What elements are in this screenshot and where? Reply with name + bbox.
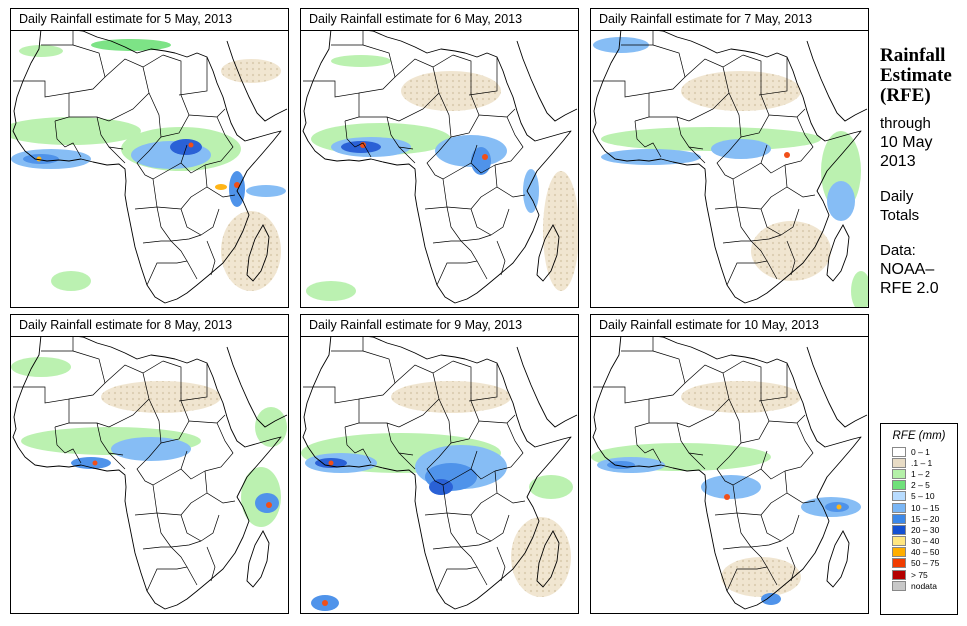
caption-through: through: [880, 115, 931, 132]
legend-swatch: [892, 468, 906, 479]
legend-label: 0 – 1: [911, 446, 930, 457]
legend-label: 1 – 2: [911, 468, 930, 479]
legend-item: 0 – 1: [892, 446, 957, 457]
legend-swatch: [892, 446, 906, 457]
legend-label: 10 – 15: [911, 502, 940, 513]
legend-swatch: [892, 536, 906, 547]
panel-title: Daily Rainfall estimate for 6 May, 2013: [300, 8, 579, 31]
legend-label: .1 – 1: [911, 457, 933, 468]
map-panel-may-7: Daily Rainfall estimate for 7 May, 2013: [590, 8, 869, 308]
legend-label: 5 – 10: [911, 491, 935, 502]
map-panel-may-8: Daily Rainfall estimate for 8 May, 2013: [10, 314, 289, 614]
map-panel-may-10: Daily Rainfall estimate for 10 May, 2013: [590, 314, 869, 614]
legend-label: 2 – 5: [911, 480, 930, 491]
caption-date-line2: 2013: [880, 153, 916, 170]
legend-item: nodata: [892, 580, 957, 591]
rainfall-map: [590, 30, 869, 308]
legend-swatch: [892, 524, 906, 535]
rainfall-map: [590, 336, 869, 614]
legend-swatch: [892, 491, 906, 502]
panel-title: Daily Rainfall estimate for 5 May, 2013: [10, 8, 289, 31]
legend-item: 5 – 10: [892, 491, 957, 502]
legend-label: 50 – 75: [911, 558, 940, 569]
caption-title-line3: (RFE): [880, 85, 931, 106]
legend-swatch: [892, 547, 906, 558]
caption-title-line2: Estimate: [880, 65, 952, 86]
legend-swatch: [892, 513, 906, 524]
legend-item: 50 – 75: [892, 558, 957, 569]
side-caption: Rainfall Estimate (RFE) through 10 May 2…: [880, 46, 964, 298]
legend-swatch: [892, 457, 906, 468]
rainfall-map: [300, 336, 579, 614]
panel-title: Daily Rainfall estimate for 10 May, 2013: [590, 314, 869, 337]
legend-item: .1 – 1: [892, 457, 957, 468]
legend-label: 30 – 40: [911, 536, 940, 547]
map-panel-may-5: Daily Rainfall estimate for 5 May, 2013: [10, 8, 289, 308]
panel-title: Daily Rainfall estimate for 7 May, 2013: [590, 8, 869, 31]
legend-swatch: [892, 558, 906, 569]
legend-label: 15 – 20: [911, 513, 940, 524]
caption-totals-line2: Totals: [880, 207, 920, 224]
legend-swatch: [892, 480, 906, 491]
legend-item: 15 – 20: [892, 513, 957, 524]
panel-title: Daily Rainfall estimate for 8 May, 2013: [10, 314, 289, 337]
panel-title: Daily Rainfall estimate for 9 May, 2013: [300, 314, 579, 337]
legend-swatch: [892, 569, 906, 580]
caption-data-line3: RFE 2.0: [880, 280, 939, 297]
legend-item: 40 – 50: [892, 547, 957, 558]
legend-item: 30 – 40: [892, 536, 957, 547]
legend-item: 1 – 2: [892, 468, 957, 479]
legend-swatch: [892, 502, 906, 513]
caption-totals-line1: Daily: [880, 188, 914, 205]
rainfall-map: [10, 30, 289, 308]
legend-item: 2 – 5: [892, 480, 957, 491]
rainfall-map: [300, 30, 579, 308]
caption-data-line1: Data:: [880, 242, 916, 259]
legend-item: 10 – 15: [892, 502, 957, 513]
map-panel-may-6: Daily Rainfall estimate for 6 May, 2013: [300, 8, 579, 308]
legend-label: nodata: [911, 580, 937, 591]
legend-label: 40 – 50: [911, 547, 940, 558]
rainfall-map: [10, 336, 289, 614]
legend-item: > 75: [892, 569, 957, 580]
legend-title: RFE (mm): [892, 430, 946, 442]
legend-swatch: [892, 580, 906, 591]
caption-date-line1: 10 May: [880, 134, 933, 151]
caption-data-line2: NOAA–: [880, 261, 935, 278]
map-panel-may-9: Daily Rainfall estimate for 9 May, 2013: [300, 314, 579, 614]
legend-label: 20 – 30: [911, 524, 940, 535]
legend-label: > 75: [911, 569, 928, 580]
legend-item: 20 – 30: [892, 524, 957, 535]
caption-title-line1: Rainfall: [880, 45, 946, 66]
